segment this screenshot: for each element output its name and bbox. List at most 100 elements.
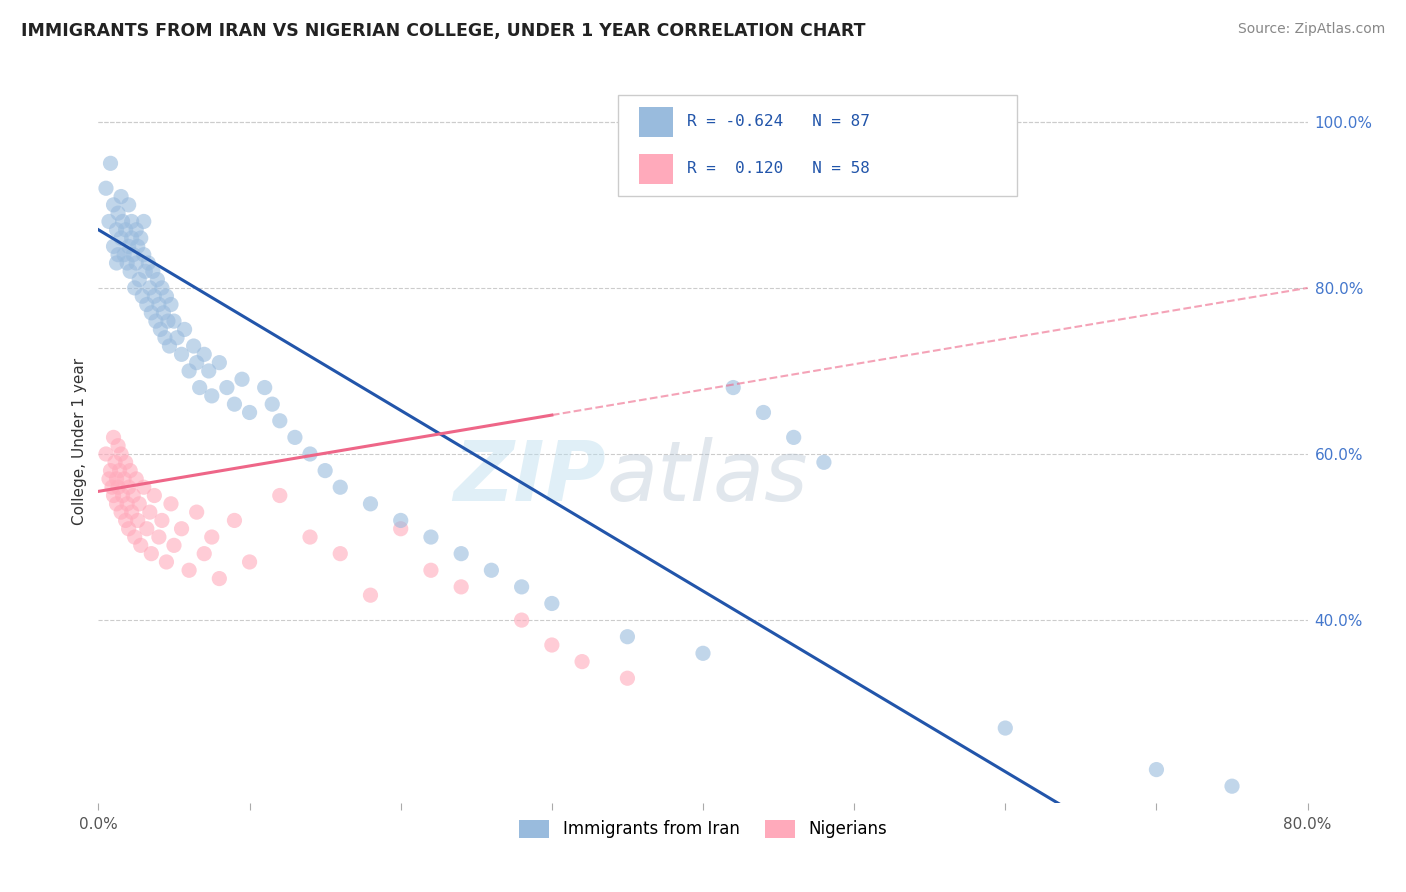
Point xyxy=(420,563,443,577)
Point xyxy=(112,472,135,486)
Point xyxy=(994,721,1017,735)
Point xyxy=(450,547,472,561)
Point xyxy=(110,231,132,245)
Point xyxy=(139,281,162,295)
Point xyxy=(143,289,166,303)
Point xyxy=(510,613,533,627)
Point xyxy=(94,447,117,461)
Point xyxy=(150,281,173,295)
Point xyxy=(160,297,183,311)
Point xyxy=(132,480,155,494)
Point xyxy=(159,339,181,353)
Point xyxy=(186,505,208,519)
Text: R =  0.120   N = 58: R = 0.120 N = 58 xyxy=(688,161,870,177)
Point xyxy=(110,447,132,461)
Point xyxy=(152,306,174,320)
Point xyxy=(215,380,238,394)
Point xyxy=(783,430,806,444)
Point xyxy=(127,513,149,527)
Point xyxy=(450,580,472,594)
Point xyxy=(193,547,215,561)
Point xyxy=(156,314,179,328)
Point xyxy=(329,547,352,561)
Point xyxy=(124,281,146,295)
Point xyxy=(389,522,412,536)
Point xyxy=(299,447,322,461)
Point xyxy=(105,497,128,511)
Point xyxy=(616,630,638,644)
Point xyxy=(141,547,163,561)
Point xyxy=(269,489,291,503)
Point xyxy=(132,214,155,228)
Point xyxy=(752,405,775,419)
Point xyxy=(262,397,284,411)
Point xyxy=(107,248,129,262)
Point xyxy=(120,464,142,478)
Text: ZIP: ZIP xyxy=(454,437,606,518)
Bar xyxy=(638,153,673,184)
Point xyxy=(153,331,176,345)
Point xyxy=(1220,779,1243,793)
Point xyxy=(284,430,307,444)
Text: R = -0.624   N = 87: R = -0.624 N = 87 xyxy=(688,114,870,129)
Point xyxy=(360,497,382,511)
Text: atlas: atlas xyxy=(606,437,808,518)
Point xyxy=(127,239,149,253)
Point xyxy=(111,214,134,228)
Point xyxy=(540,638,562,652)
Point xyxy=(115,256,138,270)
Point xyxy=(253,380,276,394)
Point xyxy=(179,364,201,378)
Point xyxy=(179,563,201,577)
Point xyxy=(114,455,136,469)
Point xyxy=(118,480,141,494)
Point xyxy=(481,563,503,577)
Point xyxy=(186,356,208,370)
Point xyxy=(420,530,443,544)
Point xyxy=(149,322,172,336)
Point xyxy=(239,405,262,419)
Point xyxy=(141,306,163,320)
FancyBboxPatch shape xyxy=(619,95,1018,196)
Point xyxy=(121,505,143,519)
Point xyxy=(188,380,211,394)
Point xyxy=(105,256,128,270)
Point xyxy=(125,472,148,486)
Point xyxy=(166,331,188,345)
Point xyxy=(224,397,246,411)
Point xyxy=(108,464,131,478)
Point xyxy=(142,264,165,278)
Point xyxy=(110,189,132,203)
Point xyxy=(540,597,562,611)
Point xyxy=(201,530,224,544)
Point xyxy=(571,655,593,669)
Point xyxy=(94,181,117,195)
Point xyxy=(98,214,121,228)
Bar xyxy=(638,107,673,137)
Point xyxy=(155,555,177,569)
Point xyxy=(135,297,157,311)
Point xyxy=(139,505,162,519)
Point xyxy=(145,314,167,328)
Legend: Immigrants from Iran, Nigerians: Immigrants from Iran, Nigerians xyxy=(513,813,893,845)
Point xyxy=(101,480,124,494)
Point xyxy=(129,538,152,552)
Point xyxy=(120,264,142,278)
Point xyxy=(136,256,159,270)
Point xyxy=(118,239,141,253)
Point xyxy=(389,513,412,527)
Point xyxy=(125,256,148,270)
Point xyxy=(107,480,129,494)
Point xyxy=(616,671,638,685)
Point xyxy=(197,364,219,378)
Text: IMMIGRANTS FROM IRAN VS NIGERIAN COLLEGE, UNDER 1 YEAR CORRELATION CHART: IMMIGRANTS FROM IRAN VS NIGERIAN COLLEGE… xyxy=(21,22,866,40)
Point xyxy=(105,472,128,486)
Point xyxy=(112,248,135,262)
Point xyxy=(231,372,253,386)
Point xyxy=(269,414,291,428)
Point xyxy=(150,513,173,527)
Point xyxy=(813,455,835,469)
Point xyxy=(104,455,127,469)
Point xyxy=(121,231,143,245)
Point xyxy=(160,497,183,511)
